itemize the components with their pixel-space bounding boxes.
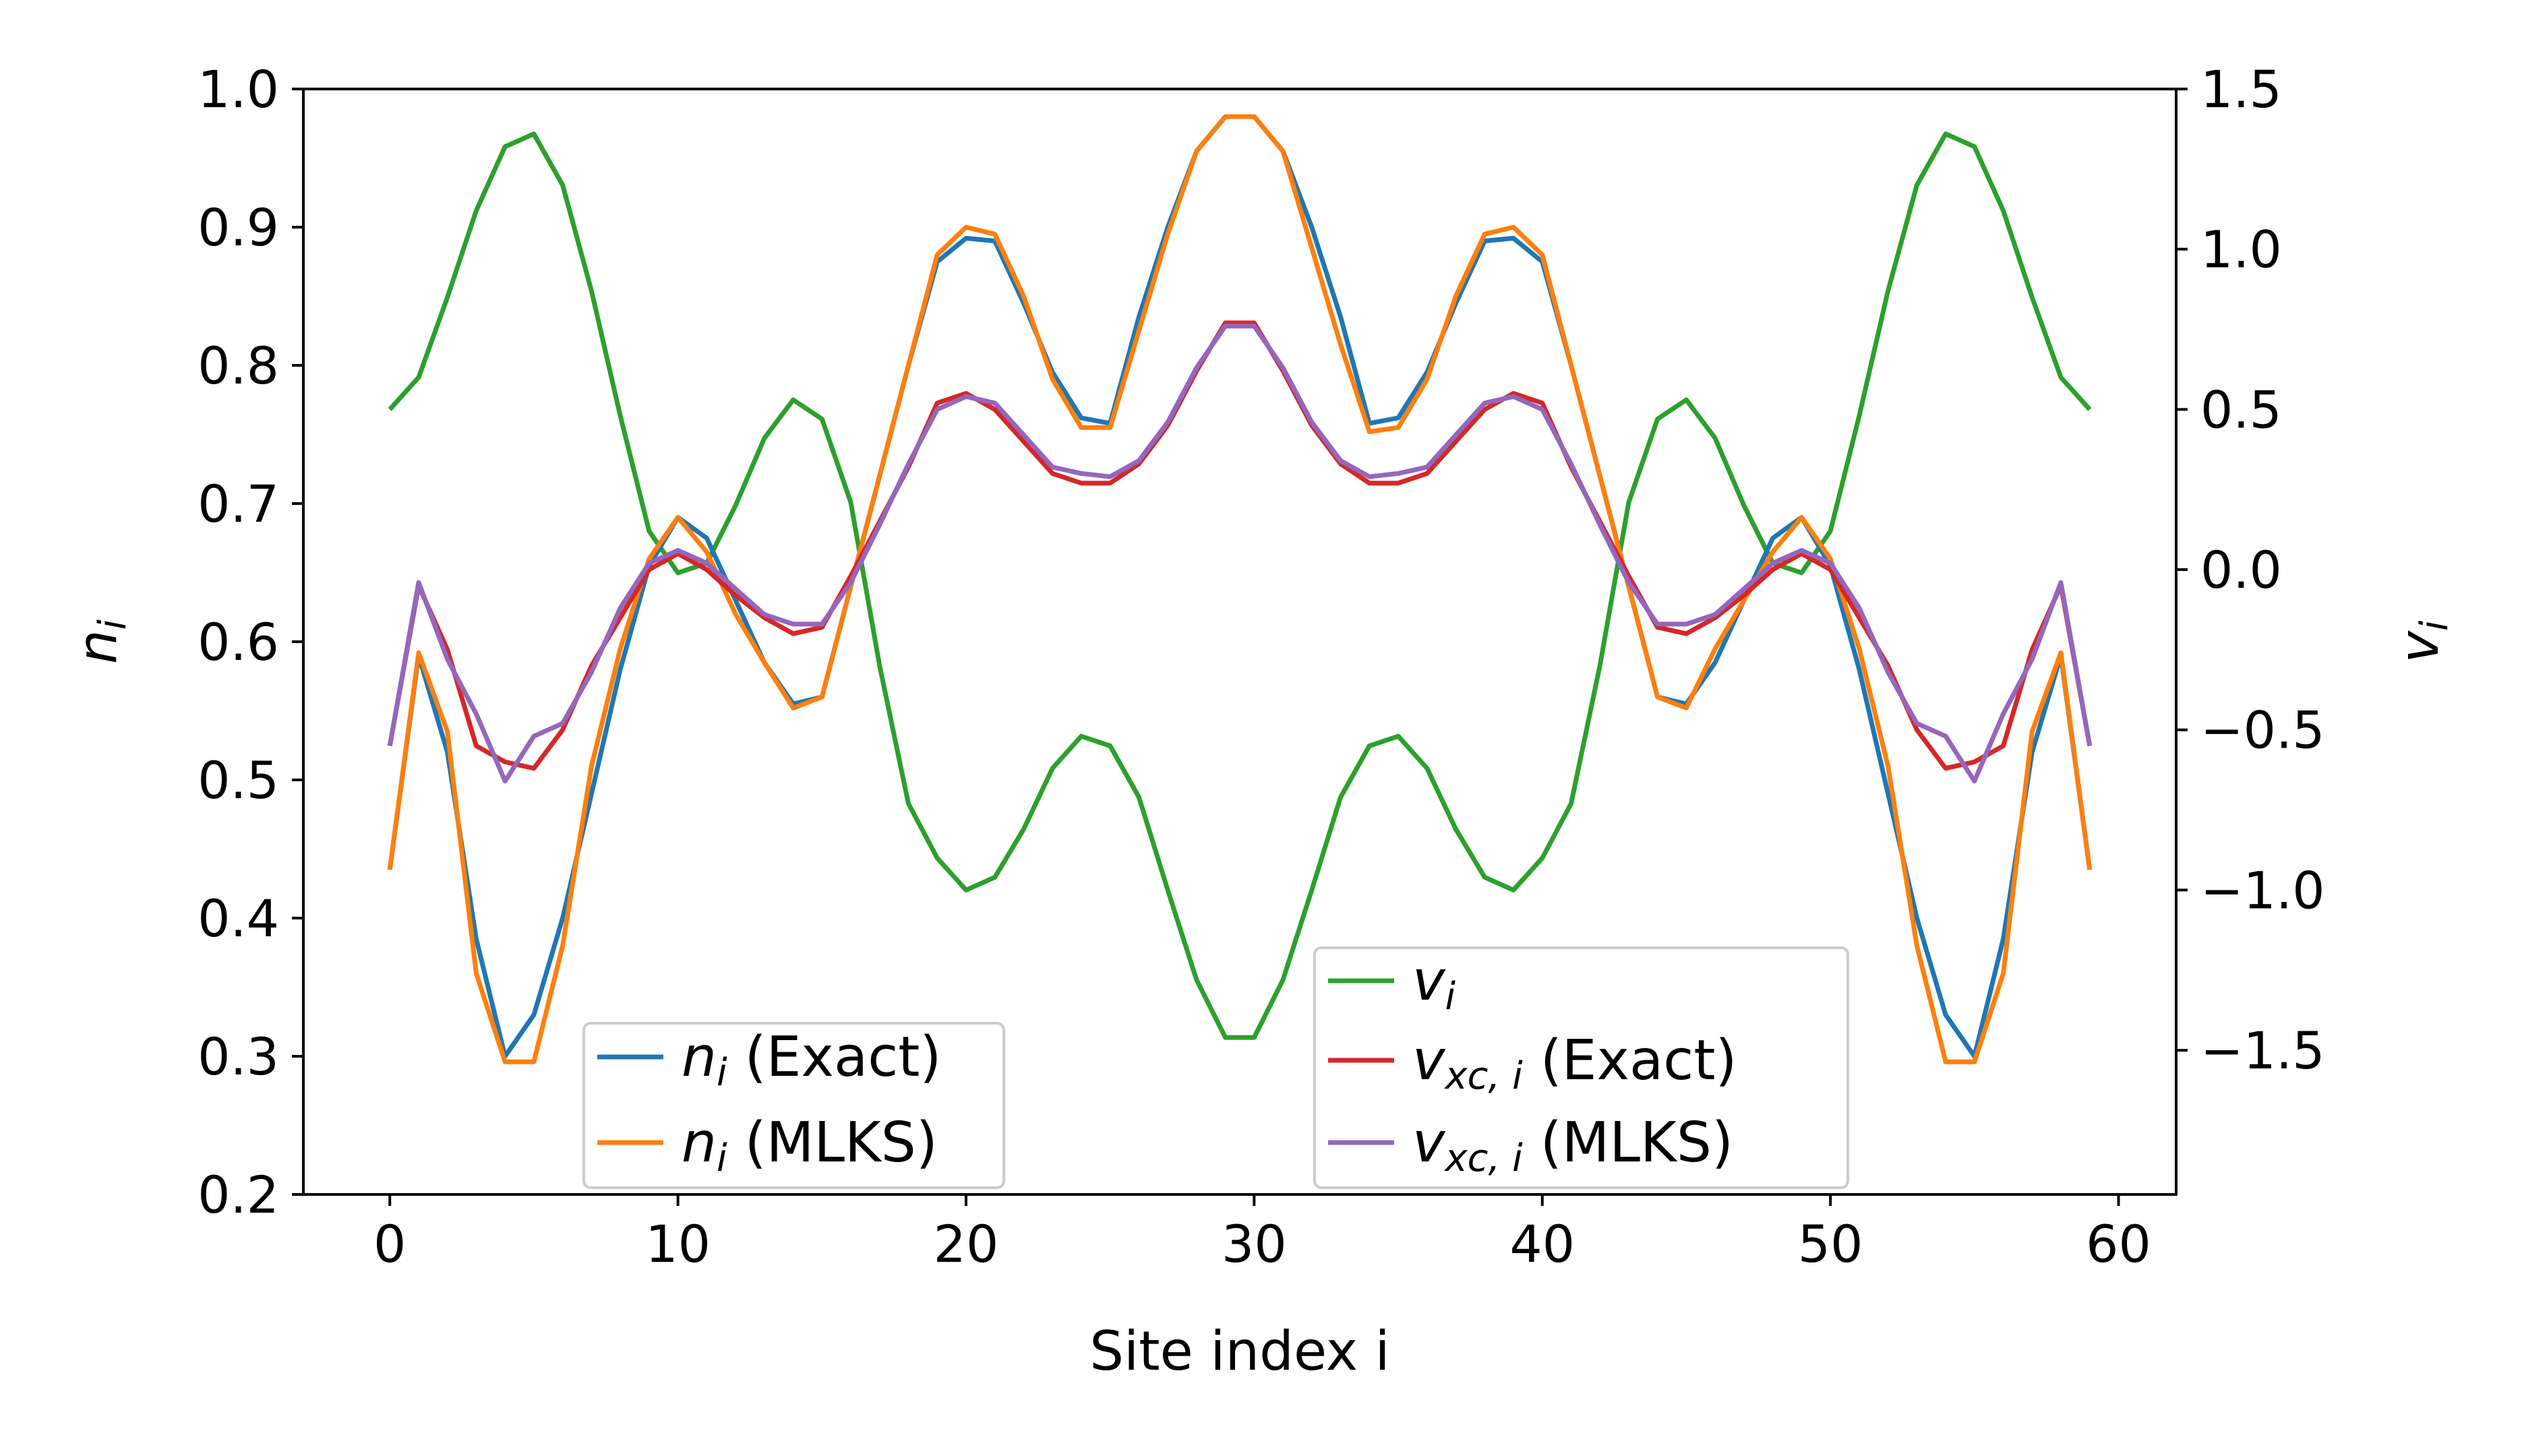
series-layer: [387, 114, 2093, 1064]
y-left-tick-label: 0.8: [198, 336, 279, 396]
y-right-tick-label: 0.5: [2200, 380, 2282, 439]
legend-density: ni (Exact)ni (MLKS): [582, 1022, 1005, 1189]
y-axis-left-label-main: n: [66, 630, 129, 664]
x-axis-label: Site index i: [1089, 1320, 1390, 1383]
legend-label-main: v: [1412, 949, 1446, 1013]
y-right-tick-label: 0.0: [2200, 540, 2282, 600]
y-left-tick-label: 1.0: [198, 59, 279, 119]
y-axis-left-label: ni: [66, 619, 135, 664]
y-axis-left: 0.2 0.3 0.4 0.5 0.6 0.7 0.8 0.9 1.0: [198, 59, 303, 1225]
y-left-tick-label: 0.5: [198, 750, 279, 810]
series-line-2: [388, 131, 2092, 1040]
y-right-tick-label: −0.5: [2200, 700, 2325, 760]
y-right-tick-label: 1.0: [2200, 220, 2282, 280]
x-tick-label: 40: [1509, 1214, 1575, 1274]
legend-label-rest: (MLKS): [1523, 1111, 1733, 1175]
legend-label-sub: xc, i: [1444, 1136, 1524, 1180]
y-left-tick-label: 0.6: [198, 612, 279, 672]
legend-label-rest: (Exact): [1523, 1029, 1737, 1093]
x-tick-label: 20: [934, 1214, 999, 1274]
y-axis-right-label: vi: [2388, 620, 2457, 663]
legend-label-main: n: [682, 1025, 717, 1089]
x-tick-label: 0: [373, 1214, 406, 1274]
y-right-tick-label: −1.5: [2200, 1021, 2325, 1081]
series-line-1: [387, 114, 2093, 1064]
legend-label-rest: (Exact): [727, 1025, 942, 1089]
y-axis-left-label-sub: i: [91, 619, 135, 630]
y-right-tick-label: 1.5: [2200, 59, 2282, 119]
legend-label: vxc, i (MLKS): [1412, 1111, 1733, 1180]
legend-label-sub: xc, i: [1444, 1054, 1524, 1098]
y-left-tick-label: 0.7: [198, 474, 279, 534]
x-axis: 0 10 20 30 40 50 60: [373, 1194, 2151, 1274]
x-tick-label: 30: [1222, 1214, 1287, 1274]
series-line-3: [387, 320, 2093, 771]
legend-label-main: v: [1412, 1029, 1446, 1093]
legend-label: ni (Exact): [682, 1025, 941, 1095]
legend-label-sub: i: [1445, 975, 1456, 1019]
legend-label-main: n: [682, 1111, 717, 1175]
y-right-tick-label: −1.0: [2200, 860, 2325, 920]
y-axis-right-label-sub: i: [2413, 620, 2457, 631]
y-axis-right: −1.5 −1.0 −0.5 0.0 0.5 1.0 1.5: [2176, 59, 2325, 1081]
y-left-tick-label: 0.4: [198, 888, 279, 948]
legend-label: vi: [1412, 949, 1456, 1019]
legend-label-main: v: [1412, 1111, 1446, 1175]
y-left-tick-label: 0.9: [198, 198, 279, 257]
legend-label-rest: (MLKS): [727, 1111, 938, 1175]
x-tick-label: 60: [2086, 1214, 2151, 1274]
y-axis-right-label-main: v: [2388, 630, 2451, 663]
x-tick-label: 10: [645, 1214, 711, 1274]
legend-label: vxc, i (Exact): [1412, 1029, 1737, 1098]
legend-box: [1313, 946, 1849, 1189]
legend-box: [582, 1022, 1005, 1189]
y-left-tick-label: 0.3: [198, 1027, 279, 1087]
legend-label-sub: i: [717, 1051, 727, 1095]
y-left-tick-label: 0.2: [198, 1165, 279, 1225]
legend-label: ni (MLKS): [682, 1111, 938, 1180]
legend-label-sub: i: [717, 1136, 727, 1180]
series-line-4: [387, 324, 2093, 784]
x-tick-label: 50: [1798, 1214, 1863, 1274]
